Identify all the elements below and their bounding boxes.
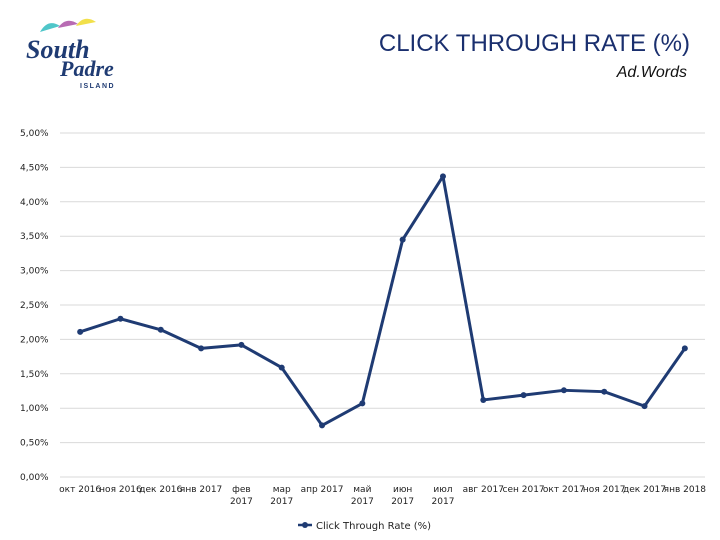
y-tick-label: 0,00% [20, 473, 49, 483]
logo: South Padre ISLAND [20, 12, 130, 92]
x-tick-label: янв 2018 [664, 485, 707, 495]
data-point [157, 326, 164, 333]
x-tick-label: ноя 2016 [99, 485, 142, 495]
data-point [480, 396, 487, 403]
data-point [278, 364, 285, 371]
y-tick-label: 3,00% [20, 267, 49, 277]
legend-marker [302, 522, 308, 528]
data-point [238, 341, 245, 348]
x-tick-label: май 2017 [351, 485, 374, 507]
y-tick-label: 2,00% [20, 335, 49, 345]
x-tick-label: дек 2016 [139, 485, 182, 495]
y-tick-label: 3,50% [20, 232, 49, 242]
y-tick-label: 0,50% [20, 439, 49, 449]
logo-text-padre: Padre [59, 56, 114, 81]
x-tick-label: дек 2017 [623, 485, 666, 495]
data-point [520, 392, 527, 399]
x-tick-label: окт 2017 [543, 485, 585, 495]
data-point [198, 345, 205, 352]
x-tick-label: апр 2017 [301, 485, 344, 495]
y-tick-label: 5,00% [20, 129, 49, 139]
data-point [359, 400, 366, 407]
x-tick-label: фев 2017 [230, 485, 253, 507]
x-tick-label: авг 2017 [463, 485, 504, 495]
x-tick-label: мар 2017 [270, 485, 293, 507]
x-tick-label: ноя 2017 [583, 485, 626, 495]
data-point [601, 388, 608, 395]
x-tick-label: июл 2017 [432, 485, 455, 507]
x-tick-label: окт 2016 [59, 485, 101, 495]
data-point [77, 328, 84, 335]
x-tick-label: янв 2017 [180, 485, 222, 495]
chart-title: CLICK THROUGH RATE (%) [378, 30, 690, 57]
logo-text-island: ISLAND [80, 83, 115, 90]
umbrella-icon [40, 18, 96, 32]
data-point [319, 422, 326, 429]
data-point [681, 345, 688, 352]
legend-label: Click Through Rate (%) [316, 521, 431, 532]
y-tick-label: 1,00% [20, 404, 49, 414]
data-point [439, 173, 446, 180]
y-tick-label: 1,50% [20, 370, 49, 380]
data-point [117, 315, 124, 322]
data-point [641, 403, 648, 410]
data-point [560, 387, 567, 394]
x-tick-label: июн 2017 [391, 485, 414, 507]
y-tick-label: 4,00% [20, 198, 49, 208]
series-line [79, 174, 687, 427]
y-tick-label: 4,50% [20, 163, 49, 173]
data-point [399, 236, 406, 243]
logo-text-south: South [26, 35, 90, 64]
y-tick-label: 2,50% [20, 301, 49, 311]
x-tick-label: сен 2017 [503, 485, 545, 495]
chart-subtitle: Ad.Words [616, 64, 687, 81]
